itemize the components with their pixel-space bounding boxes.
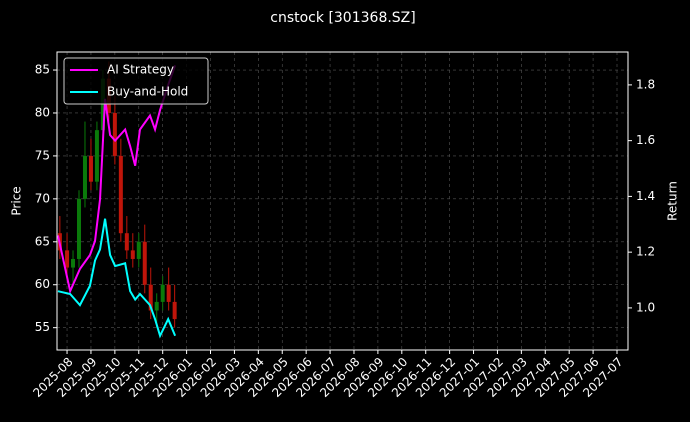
- y-tick-label: 75: [35, 148, 50, 162]
- legend-label: Buy-and-Hold: [107, 85, 188, 99]
- candle-body: [118, 155, 123, 234]
- y-tick-label: 70: [35, 191, 50, 205]
- y2-tick-label: 1.8: [636, 77, 655, 91]
- candle-body: [82, 155, 87, 199]
- legend: AI Strategy Buy-and-Hold: [63, 57, 209, 105]
- y2-tick-label: 1.6: [636, 133, 655, 147]
- candle-body: [94, 130, 99, 182]
- candle-body: [148, 284, 153, 311]
- y2-axis-label: Return: [666, 181, 680, 221]
- candle-body: [71, 258, 76, 268]
- candle-body: [130, 250, 135, 259]
- plot-frame: [56, 51, 629, 351]
- chart-title: cnstock [301368.SZ]: [270, 10, 415, 26]
- candle-body: [124, 233, 129, 251]
- y2-tick-label: 1.0: [636, 300, 655, 314]
- y-tick-label: 55: [35, 320, 50, 334]
- y2-tick-label: 1.4: [636, 189, 655, 203]
- y-tick-label: 60: [35, 277, 50, 291]
- candle-body: [112, 112, 117, 156]
- y-tick-label: 85: [35, 63, 50, 77]
- legend-label: AI Strategy: [107, 63, 174, 77]
- y-axis-label: Price: [10, 186, 24, 215]
- candle-body: [166, 284, 171, 302]
- legend-box: [63, 57, 209, 105]
- candle-body: [76, 198, 81, 259]
- candle-body: [172, 301, 177, 320]
- candle-body: [160, 284, 165, 302]
- y2-tick-label: 1.2: [636, 245, 655, 259]
- candle-body: [136, 241, 141, 259]
- candle-body: [88, 155, 93, 182]
- y-tick-label: 65: [35, 234, 50, 248]
- line-series: [56, 65, 177, 295]
- line-series: [57, 218, 177, 339]
- candle-body: [65, 250, 70, 268]
- y-tick-label: 80: [35, 105, 50, 119]
- candle-body: [142, 241, 147, 285]
- candle-body: [154, 301, 159, 311]
